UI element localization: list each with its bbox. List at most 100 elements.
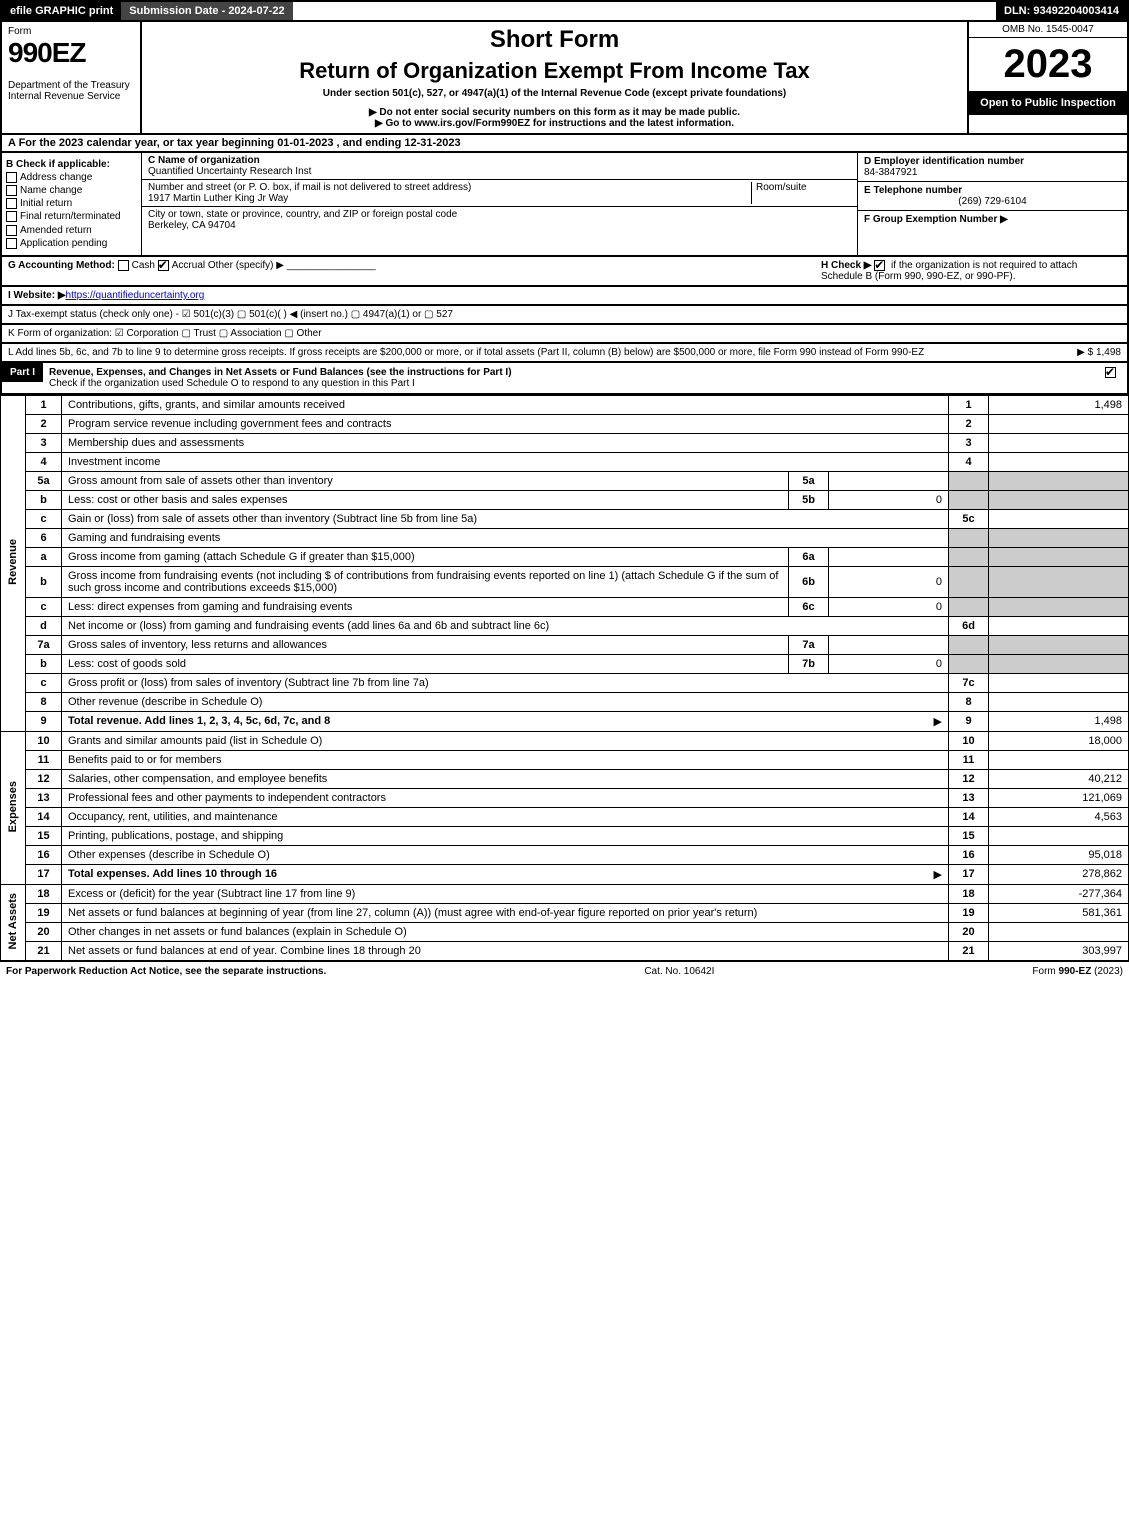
line-row: 3Membership dues and assessments3 (1, 433, 1129, 452)
ein-label: D Employer identification number (864, 156, 1024, 167)
city-value: Berkeley, CA 94704 (148, 220, 236, 231)
line-numcol: 4 (949, 452, 989, 471)
line-number: 2 (26, 414, 62, 433)
line-row: 19Net assets or fund balances at beginni… (1, 903, 1129, 922)
sub-label: 6c (789, 597, 829, 616)
line-row: Expenses10Grants and similar amounts pai… (1, 731, 1129, 750)
line-number: 5a (26, 471, 62, 490)
line-amount: 18,000 (989, 731, 1129, 750)
line-number: 9 (26, 711, 62, 731)
check-final: Final return/terminated (6, 211, 137, 222)
line-desc: Contributions, gifts, grants, and simila… (62, 395, 949, 414)
line-row: 20Other changes in net assets or fund ba… (1, 922, 1129, 941)
check-address: Address change (6, 172, 137, 183)
line-numcol: 2 (949, 414, 989, 433)
top-bar: efile GRAPHIC print Submission Date - 20… (0, 0, 1129, 22)
line-desc: Gross sales of inventory, less returns a… (62, 635, 789, 654)
line-desc: Membership dues and assessments (62, 433, 949, 452)
line-desc: Occupancy, rent, utilities, and maintena… (62, 807, 949, 826)
line-desc: Less: direct expenses from gaming and fu… (62, 597, 789, 616)
line-desc: Printing, publications, postage, and shi… (62, 826, 949, 845)
dln-label: DLN: 93492204003414 (996, 2, 1127, 20)
b-check-title: B Check if applicable: (6, 159, 137, 170)
sub-value: 0 (829, 566, 949, 597)
line-amount (989, 922, 1129, 941)
part1-label: Part I (2, 363, 43, 382)
line-row: 4Investment income4 (1, 452, 1129, 471)
line-numcol: 15 (949, 826, 989, 845)
line-amount: 581,361 (989, 903, 1129, 922)
line-number: 8 (26, 692, 62, 711)
website-link[interactable]: https://quantifieduncertainty.org (66, 290, 205, 301)
line-number: 13 (26, 788, 62, 807)
line-numcol: 5c (949, 509, 989, 528)
line-row: cGain or (loss) from sale of assets othe… (1, 509, 1129, 528)
tel-label: E Telephone number (864, 185, 962, 196)
line-amount (989, 673, 1129, 692)
line-row: bLess: cost or other basis and sales exp… (1, 490, 1129, 509)
sub-label: 5b (789, 490, 829, 509)
line-desc: Net income or (loss) from gaming and fun… (62, 616, 949, 635)
sub2: ▶ Do not enter social security numbers o… (150, 107, 959, 118)
submission-date: Submission Date - 2024-07-22 (121, 2, 292, 20)
line-desc: Gaming and fundraising events (62, 528, 949, 547)
line-number: 3 (26, 433, 62, 452)
efile-label[interactable]: efile GRAPHIC print (2, 2, 121, 20)
sub-value: 0 (829, 597, 949, 616)
line-desc: Less: cost or other basis and sales expe… (62, 490, 789, 509)
form-label: Form (8, 26, 31, 37)
sub-value: 0 (829, 654, 949, 673)
main-title: Return of Organization Exempt From Incom… (150, 58, 959, 84)
line-number: c (26, 597, 62, 616)
line-number: 7a (26, 635, 62, 654)
street-value: 1917 Martin Luther King Jr Way (148, 193, 288, 204)
line-amount: 121,069 (989, 788, 1129, 807)
line-row: 8Other revenue (describe in Schedule O)8 (1, 692, 1129, 711)
inspection-badge: Open to Public Inspection (969, 91, 1127, 115)
line-number: 1 (26, 395, 62, 414)
short-form-title: Short Form (150, 26, 959, 54)
footer-left: For Paperwork Reduction Act Notice, see … (6, 966, 326, 977)
line-number: 10 (26, 731, 62, 750)
line-number: a (26, 547, 62, 566)
check-pending: Application pending (6, 238, 137, 249)
line-number: c (26, 509, 62, 528)
ein-value: 84-3847921 (864, 167, 917, 178)
sub3: ▶ Go to www.irs.gov/Form990EZ for instru… (150, 118, 959, 129)
line-amount: 1,498 (989, 395, 1129, 414)
line-row: Revenue1Contributions, gifts, grants, an… (1, 395, 1129, 414)
line-numcol: 14 (949, 807, 989, 826)
line-number: 14 (26, 807, 62, 826)
group-label: Expenses (1, 731, 26, 884)
line-amount: 303,997 (989, 941, 1129, 960)
line-amount (989, 826, 1129, 845)
section-a: A For the 2023 calendar year, or tax yea… (0, 135, 1129, 153)
sub-value (829, 547, 949, 566)
line-row: 12Salaries, other compensation, and empl… (1, 769, 1129, 788)
line-desc: Net assets or fund balances at end of ye… (62, 941, 949, 960)
g-label: G Accounting Method: (8, 260, 115, 271)
line-desc: Other revenue (describe in Schedule O) (62, 692, 949, 711)
line-amount (989, 692, 1129, 711)
line-numcol: 6d (949, 616, 989, 635)
line-desc: Gross income from gaming (attach Schedul… (62, 547, 789, 566)
line-row: dNet income or (loss) from gaming and fu… (1, 616, 1129, 635)
line-desc: Excess or (deficit) for the year (Subtra… (62, 884, 949, 903)
line-number: b (26, 490, 62, 509)
org-name: Quantified Uncertainty Research Inst (148, 166, 311, 177)
sub-label: 7b (789, 654, 829, 673)
line-numcol: 11 (949, 750, 989, 769)
room-label: Room/suite (751, 182, 851, 204)
line-amount: 278,862 (989, 864, 1129, 884)
line-amount: 1,498 (989, 711, 1129, 731)
line-desc: Program service revenue including govern… (62, 414, 949, 433)
group-label: F Group Exemption Number ▶ (864, 214, 1008, 225)
line-numcol: 20 (949, 922, 989, 941)
line-row: 17Total expenses. Add lines 10 through 1… (1, 864, 1129, 884)
sub-value: 0 (829, 490, 949, 509)
line-number: 11 (26, 750, 62, 769)
part1-checkbox[interactable] (1105, 367, 1116, 378)
footer-right: Form 990-EZ (2023) (1032, 966, 1123, 977)
line-amount (989, 750, 1129, 769)
line-numcol: 17 (949, 864, 989, 884)
